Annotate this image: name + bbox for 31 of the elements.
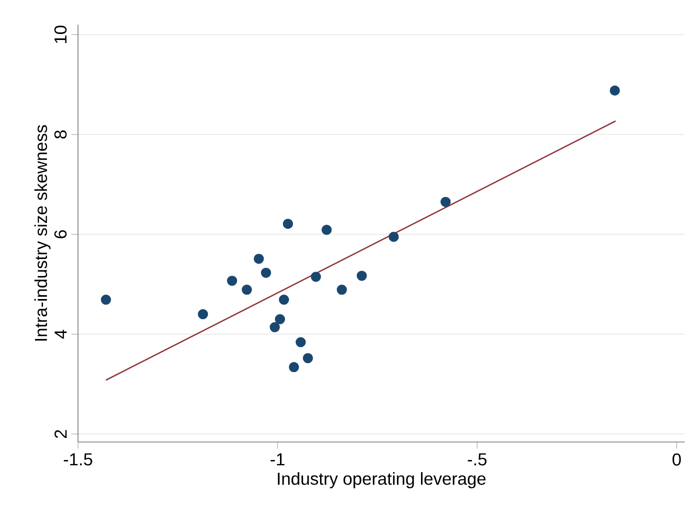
point	[336, 284, 347, 295]
y-axis-title: Intra-industry size skewness	[34, 125, 51, 341]
y-tick-label: 4	[54, 330, 67, 339]
point	[254, 254, 264, 264]
x-tick-label: -1.5	[64, 453, 92, 466]
point	[260, 268, 272, 278]
point	[278, 294, 290, 305]
point	[282, 218, 294, 229]
y-tick-label: 8	[54, 130, 67, 139]
y-tick-label: 6	[54, 230, 67, 238]
point	[288, 362, 299, 372]
point	[270, 322, 280, 332]
point	[198, 309, 208, 320]
point	[242, 284, 252, 295]
point	[322, 224, 332, 235]
point	[440, 196, 451, 207]
x-tick-label: 0	[672, 453, 681, 466]
point	[356, 270, 367, 281]
y-tick-label: 2	[54, 430, 67, 438]
point	[310, 272, 321, 282]
point	[274, 314, 286, 324]
x-tick-label: -.5	[468, 453, 487, 466]
point	[388, 232, 399, 242]
y-tick-label: 10	[54, 26, 67, 43]
point	[296, 337, 306, 348]
point	[100, 294, 112, 305]
x-tick-label: -1	[270, 453, 284, 466]
point	[226, 276, 238, 286]
point	[302, 353, 313, 364]
x-axis-title: Industry operating leverage	[278, 472, 486, 488]
point	[610, 85, 620, 96]
